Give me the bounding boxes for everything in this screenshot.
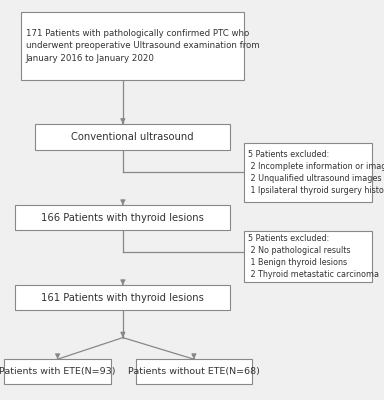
FancyBboxPatch shape <box>4 359 111 384</box>
FancyBboxPatch shape <box>35 124 230 150</box>
FancyBboxPatch shape <box>15 285 230 310</box>
FancyBboxPatch shape <box>15 205 230 230</box>
FancyBboxPatch shape <box>244 143 372 202</box>
Text: 5 Patients excluded:
 2 Incomplete information or images
 2 Unqualified ultrasou: 5 Patients excluded: 2 Incomplete inform… <box>248 150 384 195</box>
Text: 166 Patients with thyroid lesions: 166 Patients with thyroid lesions <box>41 213 204 222</box>
Text: 161 Patients with thyroid lesions: 161 Patients with thyroid lesions <box>41 293 204 302</box>
Text: 5 Patients excluded:
 2 No pathological results
 1 Benign thyroid lesions
 2 Thy: 5 Patients excluded: 2 No pathological r… <box>248 234 379 279</box>
Text: Patients without ETE(N=68): Patients without ETE(N=68) <box>128 367 260 376</box>
Text: 171 Patients with pathologically confirmed PTC who
underwent preoperative Ultras: 171 Patients with pathologically confirm… <box>26 29 259 63</box>
FancyBboxPatch shape <box>136 359 252 384</box>
Text: Conventional ultrasound: Conventional ultrasound <box>71 132 194 142</box>
FancyBboxPatch shape <box>21 12 244 80</box>
FancyBboxPatch shape <box>244 231 372 282</box>
Text: Patients with ETE(N=93): Patients with ETE(N=93) <box>0 367 116 376</box>
